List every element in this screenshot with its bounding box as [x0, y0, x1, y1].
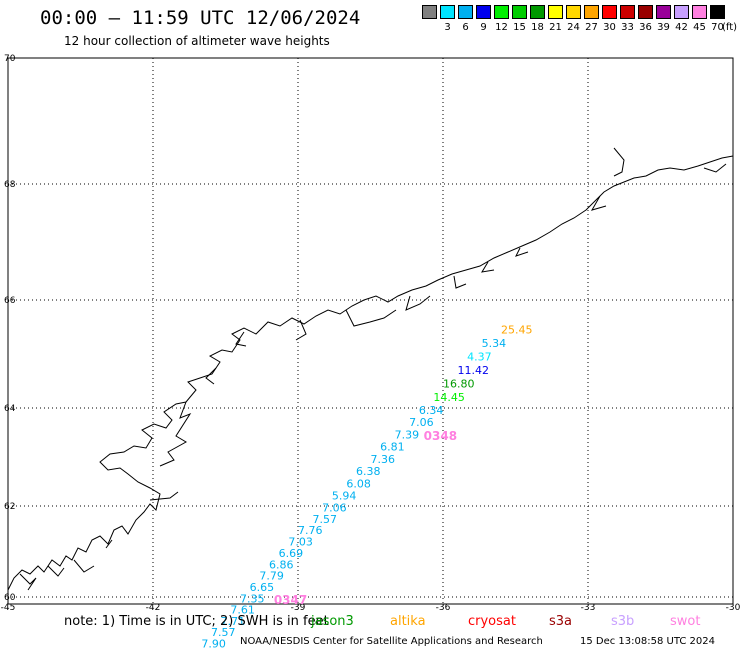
satellite-label: jason3: [311, 614, 354, 629]
legend-swatch: [620, 5, 635, 19]
graticule: [7, 57, 734, 604]
wave-height-value: 7.51: [192, 649, 217, 650]
wave-height-value: 16.80: [443, 377, 475, 390]
legend-level-label: 33: [621, 22, 634, 33]
latitude-tick-label: 70: [4, 54, 16, 64]
wave-height-value: 5.34: [482, 337, 507, 350]
satellite-label: cryosat: [468, 614, 516, 629]
legend-level-label: 24: [567, 22, 580, 33]
wave-height-value: 7.03: [288, 536, 313, 549]
generated-timestamp: 15 Dec 13:08:58 UTC 2024: [580, 636, 715, 647]
legend-swatch: [530, 5, 545, 19]
satellite-label: swot: [670, 614, 701, 629]
legend-level-label: 3: [444, 22, 451, 33]
legend-level-label: 12: [495, 22, 508, 33]
wave-height-value: 7.57: [211, 626, 236, 639]
legend-swatch: [656, 5, 671, 19]
map-title: 00:00 – 11:59 UTC 12/06/2024: [40, 7, 361, 29]
pass-time-label: 0347: [274, 593, 307, 607]
wave-height-value: 6.34: [419, 404, 444, 417]
longitude-tick-label: -42: [146, 603, 161, 613]
legend-swatch: [440, 5, 455, 19]
legend-swatch: [494, 5, 509, 19]
satellite-label: s3b: [611, 614, 635, 629]
satellite-label: altika: [390, 614, 426, 629]
legend-swatch: [476, 5, 491, 19]
wave-height-value: 11.42: [458, 364, 490, 377]
wave-height-value: 4.37: [467, 350, 492, 363]
longitude-tick-label: -36: [436, 603, 451, 613]
legend-swatch: [422, 5, 437, 19]
map-frame: [7, 57, 734, 605]
legend-level-label: 30: [603, 22, 616, 33]
greenland-coastline: [7, 147, 734, 591]
credit-line: NOAA/NESDIS Center for Satellite Applica…: [240, 636, 543, 647]
legend-swatch: [584, 5, 599, 19]
latitude-tick-label: 64: [4, 404, 16, 414]
longitude-tick-label: -45: [1, 603, 16, 613]
latitude-tick-label: 66: [4, 296, 16, 306]
wave-height-value: 7.35: [240, 592, 265, 605]
legend-unit: (ft): [722, 22, 738, 33]
wave-height-value: 7.90: [201, 637, 226, 650]
wave-height-value: 6.08: [346, 477, 371, 490]
wave-height-value: 5.94: [332, 490, 357, 503]
legend-level-label: 70: [711, 22, 724, 33]
map-subtitle: 12 hour collection of altimeter wave hei…: [64, 34, 330, 48]
wave-height-value: 25.45: [501, 323, 533, 336]
legend-swatch: [548, 5, 563, 19]
legend-level-label: 9: [480, 22, 487, 33]
legend-level-label: 27: [585, 22, 598, 33]
legend-swatch: [692, 5, 707, 19]
wave-height-value: 7.39: [395, 428, 420, 441]
legend-level-label: 21: [549, 22, 562, 33]
legend-level-label: 15: [513, 22, 526, 33]
legend-level-label: 36: [639, 22, 652, 33]
coastline-main: [7, 155, 734, 591]
legend-level-label: 42: [675, 22, 688, 33]
wave-height-value: 14.45: [433, 391, 465, 404]
legend-swatch: [512, 5, 527, 19]
wave-height-value: 7.06: [409, 416, 434, 429]
wave-height-value: 6.38: [356, 465, 381, 478]
legend-swatch: [710, 5, 725, 19]
wave-height-value: 7.76: [298, 524, 323, 537]
latitude-tick-label: 68: [4, 180, 16, 190]
wave-height-value: 7.57: [313, 513, 338, 526]
legend-level-label: 6: [462, 22, 469, 33]
wave-height-samples: 25.455.344.3711.4216.8014.456.347.067.39…: [192, 323, 533, 650]
legend-swatch: [602, 5, 617, 19]
footer-note: note: 1) Time is in UTC; 2) SWH is in fe…: [64, 614, 329, 629]
legend-level-label: 18: [531, 22, 544, 33]
latitude-tick-label: 60: [4, 593, 16, 603]
latitude-tick-label: 62: [4, 502, 15, 512]
wave-height-value: 7.79: [259, 570, 284, 583]
satellite-label: s3a: [549, 614, 573, 629]
legend-swatch: [674, 5, 689, 19]
pass-time-label: 0348: [424, 429, 457, 443]
wave-height-value: 7.06: [322, 501, 347, 514]
legend-swatch: [566, 5, 581, 19]
longitude-tick-label: -39: [291, 603, 306, 613]
wave-height-value: 6.81: [380, 441, 405, 454]
longitude-tick-label: -30: [726, 603, 740, 613]
wave-height-value: 7.36: [371, 453, 396, 466]
wave-height-value: 6.65: [250, 581, 275, 594]
legend-swatch: [638, 5, 653, 19]
coastline-fjords: [19, 147, 727, 591]
legend-level-label: 45: [693, 22, 706, 33]
longitude-tick-label: -33: [581, 603, 596, 613]
wave-height-value: 6.69: [279, 547, 304, 560]
wave-height-value: 7.71: [221, 615, 246, 628]
legend-swatch: [458, 5, 473, 19]
wave-height-value: 7.61: [230, 604, 255, 617]
wave-height-value: 6.86: [269, 558, 294, 571]
legend-level-label: 39: [657, 22, 670, 33]
